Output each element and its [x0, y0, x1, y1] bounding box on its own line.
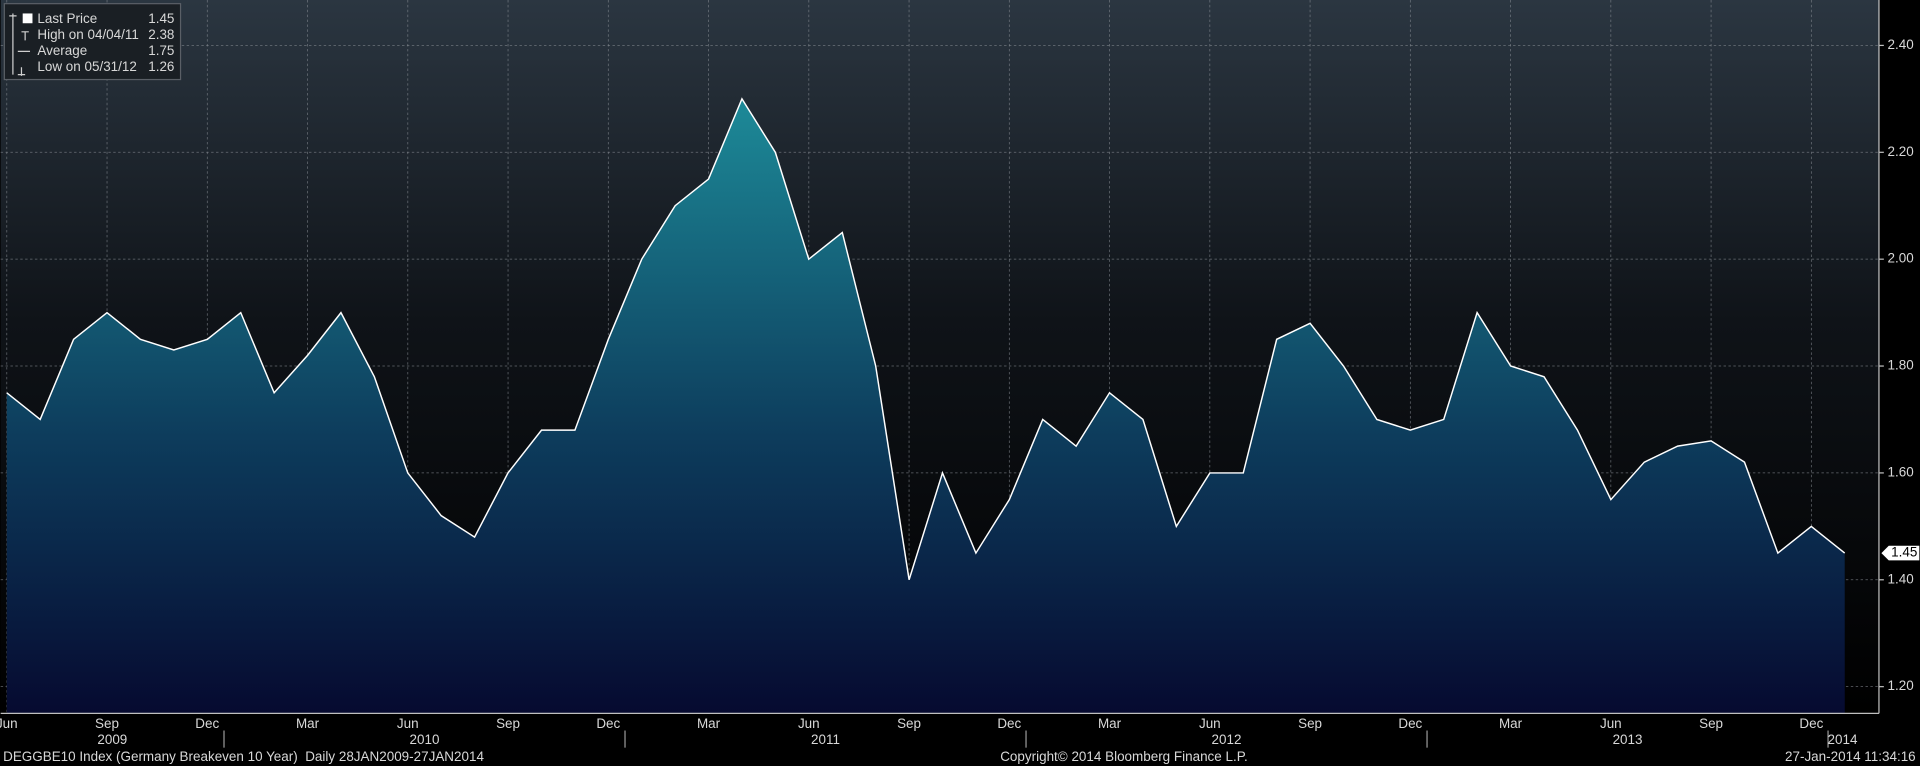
x-tick-label: Mar — [1499, 716, 1523, 731]
year-label: 2012 — [1212, 732, 1242, 747]
x-tick-label: Sep — [95, 716, 119, 731]
x-tick-label: Mar — [697, 716, 721, 731]
line — [6, 97, 1846, 580]
last-price-label: 1.45 — [1891, 545, 1917, 560]
area — [6, 98, 1845, 714]
last-price-marker — [1881, 545, 1920, 561]
x-tick-label: Dec — [195, 716, 219, 731]
legend: Last Price 1.45 High on 04/04/11 2.38 Averag… — [3, 3, 182, 81]
legend-value: 1.26 — [148, 59, 174, 74]
footer-left: DEGGBE10 Index (Germany Breakeven 10 Yea… — [3, 749, 484, 764]
x-tick-label: Dec — [1799, 716, 1823, 731]
legend-value: 2.38 — [148, 27, 174, 42]
y-tick-label: 1.40 — [1888, 571, 1914, 586]
x-tick-label: Jun — [0, 716, 18, 731]
x-tick-label: Sep — [897, 716, 921, 731]
legend-icon — [22, 13, 33, 24]
x-tick-label: Mar — [1098, 716, 1122, 731]
footer-center: Copyright© 2014 Bloomberg Finance L.P. — [1000, 749, 1247, 764]
legend-label: High on 04/04/11 — [37, 27, 138, 42]
y-tick-label: 1.20 — [1888, 678, 1914, 693]
year-label: 2014 — [1828, 732, 1858, 747]
year-label: 2009 — [97, 732, 127, 747]
x-tick-label: Jun — [1199, 716, 1221, 731]
legend-icons — [9, 13, 31, 76]
x-tick-label: Dec — [596, 716, 620, 731]
y-tick-label: 1.80 — [1888, 358, 1914, 373]
year-label: 2010 — [410, 732, 440, 747]
y-tick-label: 2.40 — [1888, 37, 1914, 52]
x-tick-label: Jun — [397, 716, 419, 731]
x-tick-label: Jun — [1600, 716, 1622, 731]
legend-box — [3, 3, 182, 81]
x-tick-label: Sep — [1699, 716, 1723, 731]
legend-label: Last Price — [37, 11, 97, 26]
y-tick-label: 2.20 — [1888, 144, 1914, 159]
legend-value: 1.75 — [148, 43, 174, 58]
year-label: 2013 — [1613, 732, 1643, 747]
y-tick-label: 2.00 — [1888, 251, 1914, 266]
footer-right: 27-Jan-2014 11:34:16 — [1785, 749, 1916, 764]
y-tick-label: 1.60 — [1888, 464, 1914, 479]
x-tick-label: Sep — [1298, 716, 1322, 731]
legend-value: 1.45 — [148, 11, 174, 26]
x-tick-label: Jun — [798, 716, 820, 731]
x-tick-label: Dec — [997, 716, 1021, 731]
x-tick-label: Sep — [496, 716, 520, 731]
year-label: 2011 — [811, 732, 840, 747]
x-tick-label: Mar — [296, 716, 320, 731]
x-tick-label: Dec — [1398, 716, 1422, 731]
legend-label: Low on 05/31/12 — [37, 59, 136, 74]
legend-label: Average — [37, 43, 87, 58]
